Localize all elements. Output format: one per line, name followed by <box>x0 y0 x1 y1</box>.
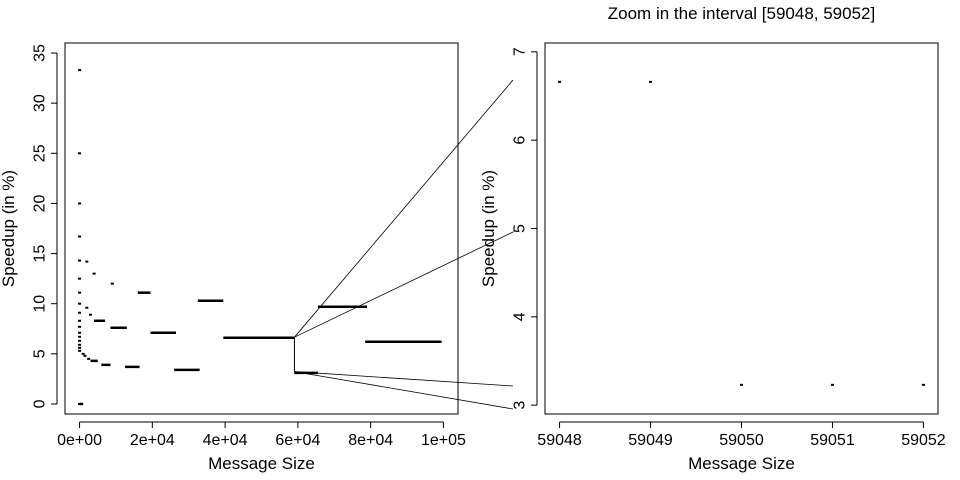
main-y-axis-title: Speedup (in %) <box>0 170 18 287</box>
zoom-y-axis: 3 4 5 6 7 <box>512 47 538 410</box>
zoom-x-tick-label: 59051 <box>810 432 855 449</box>
main-y-tick-label: 35 <box>32 44 49 62</box>
main-x-tick-label: 1e+05 <box>421 432 466 449</box>
main-x-axis: 0e+00 2e+04 4e+04 6e+04 8e+04 1e+05 <box>57 421 466 449</box>
main-x-axis-title: Message Size <box>208 454 315 473</box>
zoom-connector-line <box>294 231 514 338</box>
zoom-chart-panel: Zoom in the interval [59048, 59052] 5904… <box>479 4 946 473</box>
main-x-tick-label: 2e+04 <box>130 432 175 449</box>
main-y-axis: 0 5 10 15 20 25 30 35 <box>32 44 58 408</box>
zoom-x-tick-label: 59050 <box>719 432 764 449</box>
main-y-tick-label: 15 <box>32 245 49 263</box>
zoom-connector-lines <box>293 79 514 410</box>
zoom-plot-frame <box>544 42 939 415</box>
zoom-y-tick-label: 3 <box>512 401 529 410</box>
main-chart-panel: 0e+00 2e+04 4e+04 6e+04 8e+04 1e+05 0 5 10 15 20 2… <box>0 42 466 473</box>
main-chart-marks <box>78 69 442 406</box>
main-plot-frame <box>64 42 459 415</box>
zoom-connector-line <box>294 371 514 387</box>
zoom-x-tick-label: 59052 <box>901 432 946 449</box>
main-x-tick-label: 8e+04 <box>348 432 393 449</box>
main-x-tick-label: 4e+04 <box>203 432 248 449</box>
zoom-y-tick-label: 7 <box>512 47 529 56</box>
zoom-x-tick-label: 59049 <box>628 432 673 449</box>
zoom-x-axis: 59048 59049 59050 59051 59052 <box>537 421 946 449</box>
main-y-tick-label: 30 <box>32 94 49 112</box>
zoom-connector-line <box>294 371 514 410</box>
main-y-tick-label: 10 <box>32 295 49 313</box>
zoom-y-tick-label: 5 <box>512 224 529 233</box>
zoom-y-axis-title: Speedup (in %) <box>479 170 498 287</box>
main-y-tick-label: 25 <box>32 144 49 162</box>
zoom-connector-line <box>294 79 514 338</box>
zoom-x-tick-label: 59048 <box>537 432 582 449</box>
zoom-chart-marks <box>558 80 925 386</box>
zoom-y-tick-label: 6 <box>512 136 529 145</box>
main-y-tick-label: 5 <box>32 349 49 358</box>
zoom-y-tick-label: 4 <box>512 312 529 321</box>
main-y-tick-label: 0 <box>32 399 49 408</box>
main-x-tick-label: 6e+04 <box>275 432 320 449</box>
zoom-x-axis-title: Message Size <box>688 454 795 473</box>
main-y-tick-label: 20 <box>32 194 49 212</box>
main-x-tick-label: 0e+00 <box>57 432 102 449</box>
zoom-chart-title: Zoom in the interval [59048, 59052] <box>608 4 875 23</box>
